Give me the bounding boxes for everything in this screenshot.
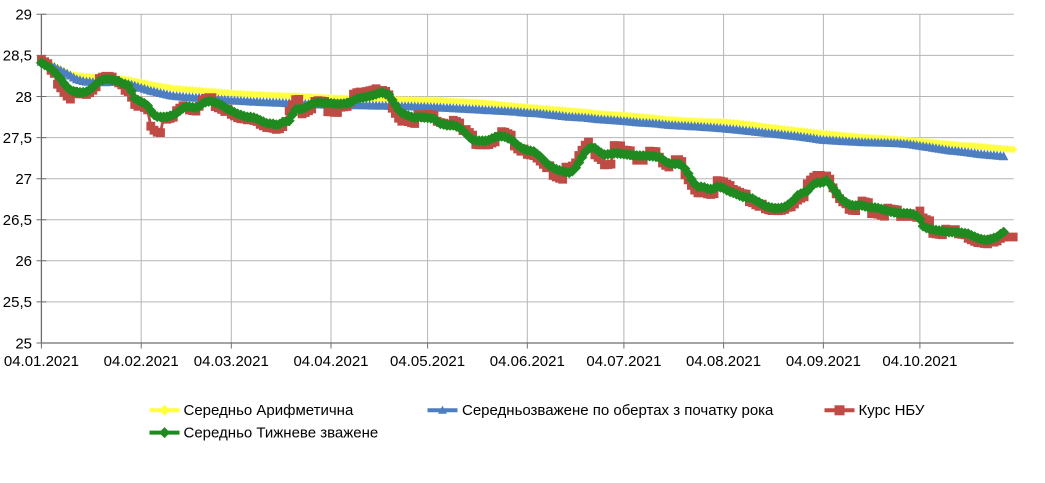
svg-text:25,5: 25,5 — [3, 294, 32, 311]
svg-text:Курс НБУ: Курс НБУ — [859, 402, 925, 419]
svg-text:28,5: 28,5 — [3, 48, 32, 65]
svg-text:Середньозважене по обертах з п: Середньозважене по обертах з початку рок… — [462, 402, 774, 419]
svg-text:04.03.2021: 04.03.2021 — [194, 353, 269, 370]
svg-text:27: 27 — [15, 171, 32, 188]
svg-text:04.06.2021: 04.06.2021 — [490, 353, 565, 370]
svg-text:28: 28 — [15, 89, 32, 106]
svg-text:04.09.2021: 04.09.2021 — [786, 353, 861, 370]
svg-text:Середньо Тижневе зважене: Середньо Тижневе зважене — [184, 425, 379, 442]
svg-text:04.01.2021: 04.01.2021 — [4, 353, 79, 370]
svg-text:04.08.2021: 04.08.2021 — [686, 353, 761, 370]
svg-text:04.10.2021: 04.10.2021 — [882, 353, 957, 370]
svg-text:04.04.2021: 04.04.2021 — [293, 353, 368, 370]
svg-text:29: 29 — [15, 7, 32, 24]
svg-text:27,5: 27,5 — [3, 130, 32, 147]
svg-text:26: 26 — [15, 253, 32, 270]
svg-text:25: 25 — [15, 335, 32, 352]
svg-text:04.05.2021: 04.05.2021 — [390, 353, 465, 370]
svg-text:04.02.2021: 04.02.2021 — [104, 353, 179, 370]
svg-text:26,5: 26,5 — [3, 212, 32, 229]
svg-text:04.07.2021: 04.07.2021 — [586, 353, 661, 370]
svg-text:Середньо Арифметична: Середньо Арифметична — [184, 402, 354, 419]
